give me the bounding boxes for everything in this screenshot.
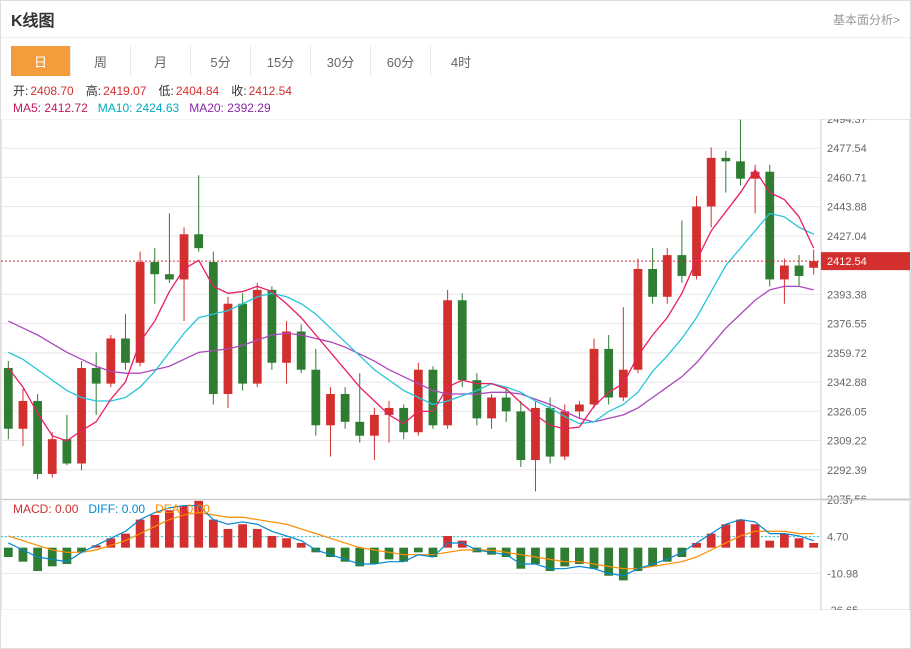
svg-text:2427.04: 2427.04 [827,231,867,243]
svg-text:2376.55: 2376.55 [827,319,867,331]
tab-60分[interactable]: 60分 [371,46,431,76]
ma5-label: MA5: [13,101,41,115]
svg-text:2292.39: 2292.39 [827,465,867,477]
macd-header: MACD: 0.00 DIFF: 0.00 DEA: 0.00 [13,502,210,516]
svg-text:2342.88: 2342.88 [827,377,867,389]
open-value: 2408.70 [30,84,73,98]
svg-text:2460.71: 2460.71 [827,172,867,184]
timeframe-tabs: 日周月5分15分30分60分4时 [1,38,910,80]
high-label: 高: [86,84,101,98]
svg-text:2477.54: 2477.54 [827,143,867,155]
svg-text:2443.88: 2443.88 [827,202,867,214]
tab-5分[interactable]: 5分 [191,46,251,76]
low-value: 2404.84 [176,84,219,98]
high-value: 2419.07 [103,84,146,98]
ma20-value: 2392.29 [227,101,270,115]
svg-text:-10.98: -10.98 [827,568,858,580]
tab-日[interactable]: 日 [11,46,71,76]
ma20-label: MA20: [189,101,224,115]
svg-text:2412.54: 2412.54 [827,256,867,268]
svg-text:2359.72: 2359.72 [827,348,867,360]
svg-text:-26.65: -26.65 [827,605,858,610]
tab-15分[interactable]: 15分 [251,46,311,76]
header: K线图 基本面分析> [1,1,910,38]
svg-text:4.70: 4.70 [827,532,848,544]
svg-text:2494.37: 2494.37 [827,119,867,126]
dea-value: 0.00 [186,502,209,516]
svg-text:20.37: 20.37 [827,500,855,507]
chart-title: K线图 [11,7,55,31]
ohlc-row: 开:2408.70 高:2419.07 低:2404.84 收:2412.54 [1,80,910,101]
ma10-value: 2424.63 [136,101,179,115]
tab-30分[interactable]: 30分 [311,46,371,76]
svg-text:2309.22: 2309.22 [827,436,867,448]
open-label: 开: [13,84,28,98]
low-label: 低: [159,84,174,98]
macd-label: MACD: [13,502,52,516]
svg-text:2393.38: 2393.38 [827,289,867,301]
macd-value: 0.00 [55,502,78,516]
main-chart-area[interactable]: 2494.37 2477.54 2460.71 2443.88 2427.04 2393.… [1,119,910,499]
tab-4时[interactable]: 4时 [431,46,491,76]
tab-月[interactable]: 月 [131,46,191,76]
candlestick-chart[interactable]: 2494.37 2477.54 2460.71 2443.88 2427.04 2393.… [1,119,910,499]
fundamental-link[interactable]: 基本面分析> [833,11,900,28]
diff-label: DIFF: [88,502,118,516]
tab-周[interactable]: 周 [71,46,131,76]
close-label: 收: [231,84,246,98]
ma-row: MA5: 2412.72 MA10: 2424.63 MA20: 2392.29 [1,101,910,119]
ma10-label: MA10: [98,101,133,115]
ma5-value: 2412.72 [44,101,87,115]
svg-text:2326.05: 2326.05 [827,406,867,418]
diff-value: 0.00 [122,502,145,516]
dea-label: DEA: [155,502,183,516]
macd-chart[interactable]: 20.37 4.70 -10.98 -26.65 [1,500,910,610]
kline-container: K线图 基本面分析> 日周月5分15分30分60分4时 开:2408.70 高:… [0,0,911,649]
close-value: 2412.54 [249,84,292,98]
macd-chart-area[interactable]: MACD: 0.00 DIFF: 0.00 DEA: 0.00 20.37 4.7… [1,499,910,610]
